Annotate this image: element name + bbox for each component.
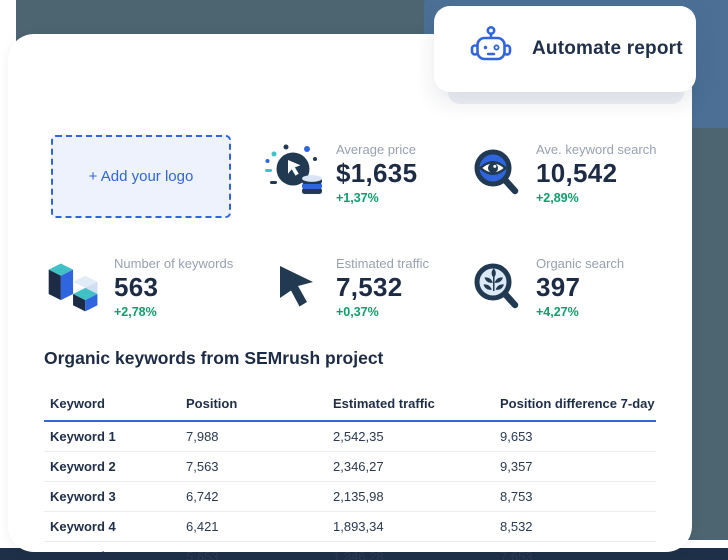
stat-label: Number of keywords bbox=[114, 256, 234, 271]
stat-number-of-keywords: Number of keywords 563 +2,78% bbox=[42, 254, 233, 319]
stat-value: 397 bbox=[536, 272, 581, 302]
stat-delta: +2,89% bbox=[536, 190, 579, 205]
stat-value: 563 bbox=[114, 272, 159, 302]
stat-keyword-search: Ave. keyword search 10,542 +2,89% bbox=[464, 140, 656, 205]
report-card: + Add your logo bbox=[8, 34, 692, 560]
stat-value: 10,542 bbox=[536, 158, 618, 188]
automate-report-button[interactable]: Automate report bbox=[434, 6, 696, 92]
stat-label: Estimated traffic bbox=[336, 256, 429, 271]
leaf-magnifier-icon bbox=[464, 254, 528, 318]
automate-report-label: Automate report bbox=[532, 38, 683, 59]
table-row: Keyword 5 5,653 1,346,28 7,653 bbox=[44, 541, 656, 560]
organic-keywords-table: Keyword Position Estimated traffic Posit… bbox=[44, 390, 656, 560]
table-row: Keyword 4 6,421 1,893,34 8,532 bbox=[44, 511, 656, 542]
table-row: Keyword 3 6,742 2,135,98 8,753 bbox=[44, 481, 656, 512]
stat-label: Organic search bbox=[536, 256, 625, 271]
cursor-arrow-icon bbox=[264, 254, 328, 318]
stat-average-price: Average price $1,635 +1,37% bbox=[264, 140, 417, 205]
stat-value: 7,532 bbox=[336, 272, 403, 302]
table-header-row: Keyword Position Estimated traffic Posit… bbox=[44, 390, 656, 422]
column-header-position-difference: Position difference 7-day bbox=[500, 390, 656, 422]
eye-magnifier-icon bbox=[464, 140, 528, 204]
column-header-estimated-traffic: Estimated traffic bbox=[333, 390, 500, 422]
stat-delta: +2,78% bbox=[114, 304, 157, 319]
add-logo-label: + Add your logo bbox=[88, 168, 194, 185]
column-header-position: Position bbox=[186, 390, 333, 422]
stat-delta: +4,27% bbox=[536, 304, 579, 319]
add-logo-dropzone[interactable]: + Add your logo bbox=[51, 135, 231, 218]
stat-organic-search: Organic search 397 +4,27% bbox=[464, 254, 624, 319]
stat-delta: +0,37% bbox=[336, 304, 379, 319]
stat-label: Ave. keyword search bbox=[536, 142, 657, 157]
column-header-keyword: Keyword bbox=[44, 390, 186, 422]
stat-label: Average price bbox=[336, 142, 416, 157]
isometric-cubes-chart-icon bbox=[42, 254, 106, 318]
stat-delta: +1,37% bbox=[336, 190, 379, 205]
table-row: Keyword 1 7,988 2,542,35 9,653 bbox=[44, 421, 656, 452]
robot-icon bbox=[468, 24, 514, 75]
table-title: Organic keywords from SEMrush project bbox=[44, 348, 384, 368]
stat-estimated-traffic: Estimated traffic 7,532 +0,37% bbox=[264, 254, 429, 319]
table-row: Keyword 2 7,563 2,346,27 9,357 bbox=[44, 451, 656, 482]
price-cursor-coins-icon bbox=[264, 140, 328, 204]
stat-value: $1,635 bbox=[336, 158, 418, 188]
